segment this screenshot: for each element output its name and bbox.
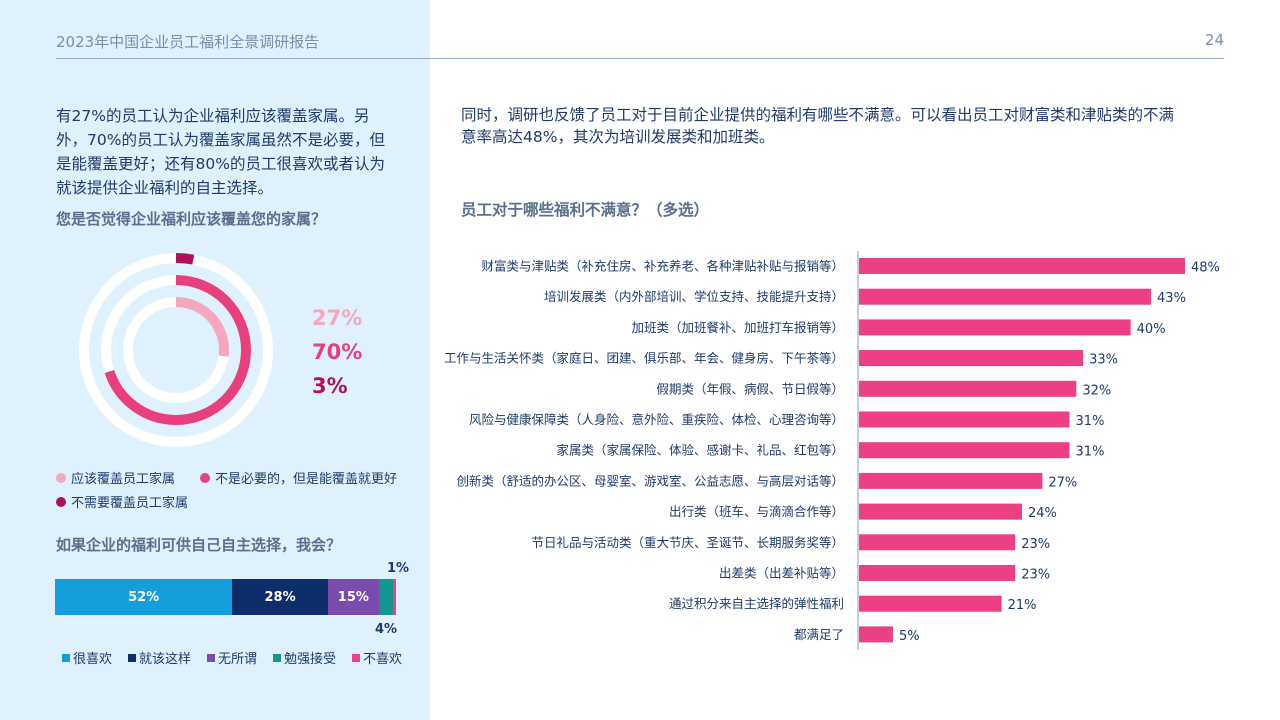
donut-value-label: 70%	[312, 340, 363, 364]
bar-category-label: 都满足了	[794, 627, 844, 642]
stacked-legend-item: 勉强接受	[273, 648, 336, 667]
self-choice-stacked-bar: 52% 28% 15%	[55, 579, 396, 615]
donut-legend-item: 不是必要的，但是能覆盖就更好	[200, 468, 397, 487]
segment-value-callout: 1%	[387, 561, 410, 576]
bar-category-label: 出行类（班车、与滴滴合作等）	[669, 504, 844, 519]
legend-label: 应该覆盖员工家属	[71, 472, 176, 487]
left-intro-text: 有27%的员工认为企业福利应该覆盖家属。另外，70%的员工认为覆盖家属虽然不是必…	[56, 107, 385, 197]
bar-category-label: 财富类与津贴类（补充住房、补充养老、各种津贴补贴与报销等）	[481, 259, 844, 274]
bar-value-label: 43%	[1157, 291, 1186, 306]
bar-category-label: 培训发展类（内外部培训、学位支持、技能提升支持）	[544, 289, 844, 304]
bar	[859, 442, 1070, 459]
bar-value-label: 40%	[1137, 322, 1166, 337]
bar	[859, 411, 1070, 428]
stacked-segment: 15%	[327, 579, 379, 615]
bar-category-label: 通过积分来自主选择的弹性福利	[669, 596, 844, 611]
stacked-segment: 52%	[55, 579, 233, 615]
legend-square-icon	[128, 653, 136, 662]
report-title: 2023年中国企业员工福利全景调研报告	[56, 33, 320, 51]
legend-square-icon	[273, 653, 281, 662]
legend-label: 不是必要的，但是能覆盖就更好	[215, 472, 398, 487]
self-choice-question: 如果企业的福利可供自己自主选择，我会？	[56, 536, 342, 554]
bar	[859, 472, 1043, 489]
legend-dot-icon	[56, 496, 66, 507]
family-coverage-donut-chart	[79, 253, 273, 447]
bar-value-label: 27%	[1048, 475, 1077, 490]
page-number: 24	[1204, 31, 1224, 49]
bar	[859, 595, 1002, 612]
stacked-segment	[378, 579, 393, 615]
donut-value-label: 27%	[312, 306, 363, 330]
bar-value-label: 23%	[1021, 568, 1050, 583]
stacked-legend-item: 不喜欢	[352, 648, 402, 667]
bar	[859, 350, 1084, 367]
legend-square-icon	[352, 653, 360, 662]
bar-value-label: 31%	[1076, 445, 1105, 460]
bar-value-label: 48%	[1191, 261, 1220, 276]
stacked-segment: 28%	[232, 579, 328, 615]
legend-label: 就该这样	[139, 652, 192, 667]
bar	[859, 534, 1016, 551]
bar	[859, 288, 1152, 305]
bar-value-label: 5%	[899, 629, 920, 644]
legend-label: 无所谓	[218, 652, 258, 667]
bar-value-label: 32%	[1082, 383, 1111, 398]
bar-category-label: 加班类（加班餐补、加班打车报销等）	[631, 320, 844, 335]
bar-value-label: 24%	[1028, 506, 1057, 521]
donut-ring-segment	[101, 275, 251, 425]
bar-category-label: 假期类（年假、病假、节日假等）	[656, 381, 844, 396]
bar	[859, 565, 1016, 581]
stacked-legend-item: 很喜欢	[62, 648, 112, 667]
legend-label: 不喜欢	[363, 652, 403, 667]
legend-dot-icon	[200, 472, 210, 483]
bar-category-label: 工作与生活关怀类（家庭日、团建、俱乐部、年会、健身房、下午茶等）	[444, 351, 844, 366]
right-intro-text: 同时，调研也反馈了员工对于目前企业提供的福利有哪些不满意。可以看出员工对财富类和…	[461, 106, 1175, 146]
bar	[859, 626, 893, 643]
dissatisfaction-bar-chart: 财富类与津贴类（补充住房、补充养老、各种津贴补贴与报销等） 48% 培训发展类（内外…	[444, 251, 1220, 650]
dissatisfaction-chart-title: 员工对于哪些福利不满意？（多选）	[461, 201, 710, 219]
bar-category-label: 节日礼品与活动类（重大节庆、圣诞节、长期服务奖等）	[531, 535, 844, 550]
bar-category-label: 家属类（家属保险、体验、感谢卡、礼品、红包等）	[556, 443, 844, 458]
legend-square-icon	[207, 653, 215, 662]
bar	[859, 503, 1022, 520]
bar-category-label: 风险与健康保障类（人身险、意外险、重疾险、体检、心理咨询等）	[469, 412, 844, 427]
bar	[859, 380, 1077, 397]
legend-dot-icon	[56, 472, 66, 483]
donut-value-label: 3%	[312, 374, 348, 398]
bar-value-label: 31%	[1076, 414, 1105, 429]
family-coverage-question: 您是否觉得企业福利应该覆盖您的家属？	[56, 210, 327, 228]
donut-ring-segment	[123, 297, 229, 403]
bar	[859, 319, 1131, 336]
bar	[859, 258, 1185, 274]
stacked-legend-item: 无所谓	[207, 648, 257, 667]
bar-value-label: 33%	[1089, 353, 1118, 368]
bar-value-label: 21%	[1008, 598, 1037, 613]
legend-label: 勉强接受	[284, 652, 337, 667]
donut-ring-segment	[79, 253, 273, 447]
segment-value-callout: 4%	[375, 622, 398, 637]
header-divider	[56, 58, 1224, 59]
legend-square-icon	[62, 653, 70, 662]
legend-label: 不需要覆盖员工家属	[71, 496, 189, 511]
legend-label: 很喜欢	[73, 652, 113, 667]
bar-category-label: 创新类（舒适的办公区、母婴室、游戏室、公益志愿、与高层对话等）	[456, 473, 844, 488]
bar-value-label: 23%	[1021, 537, 1050, 552]
stacked-segment	[392, 579, 396, 615]
bar-category-label: 出差类（出差补贴等）	[719, 566, 844, 581]
stacked-legend-item: 就该这样	[128, 648, 191, 667]
donut-ring-track	[79, 253, 273, 447]
donut-legend-item: 应该覆盖员工家属	[56, 468, 175, 487]
donut-legend-item: 不需要覆盖员工家属	[56, 492, 188, 511]
